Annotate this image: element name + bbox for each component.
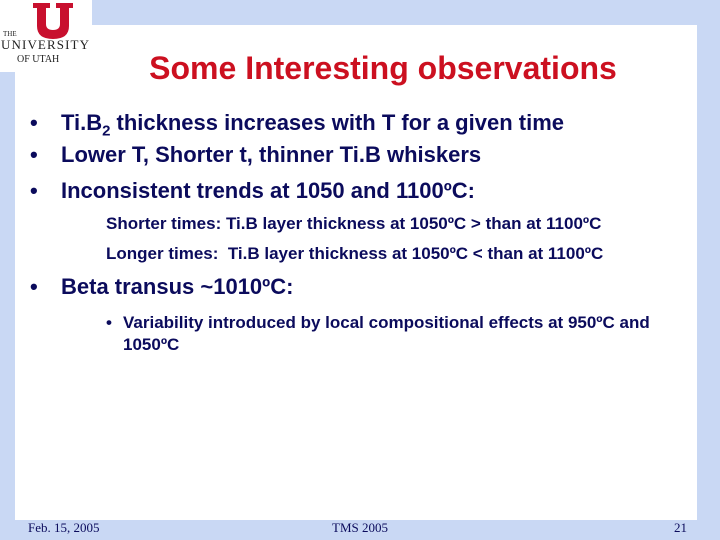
subscript: 2 xyxy=(102,122,111,140)
bullet: Ti.B2 thickness increases with T for a gi… xyxy=(30,110,564,139)
logo-line1: THE xyxy=(3,30,17,38)
footer-event: TMS 2005 xyxy=(332,520,388,535)
bullet-text: Ti.B xyxy=(61,110,103,135)
bullet: Lower T, Shorter t, thinner Ti.B whisker… xyxy=(30,142,481,168)
footer-date: Feb. 15, 2005 xyxy=(28,520,100,535)
logo-line2: UNIVERSITY xyxy=(1,37,90,52)
logo-u xyxy=(33,3,73,39)
content-panel xyxy=(15,25,697,520)
sub-line: Longer times: Ti.B layer thickness at 10… xyxy=(106,244,604,263)
footer-page: 21 xyxy=(674,520,687,535)
sub-line: Shorter times: Ti.B layer thickness at 1… xyxy=(106,214,602,233)
bullet: Beta transus ~1010ºC: xyxy=(30,274,293,300)
bullet: Inconsistent trends at 1050 and 1100ºC: xyxy=(30,178,475,204)
sub-bullet: Variability introduced by local composit… xyxy=(106,312,683,356)
logo: THE UNIVERSITY OF UTAH xyxy=(0,0,92,72)
title: Some Interesting observations xyxy=(149,50,617,86)
logo-line3: OF UTAH xyxy=(17,54,59,65)
logo-mark: THE UNIVERSITY OF UTAH xyxy=(1,3,90,65)
bullet-text: thickness increases with T for a given t… xyxy=(116,110,565,135)
